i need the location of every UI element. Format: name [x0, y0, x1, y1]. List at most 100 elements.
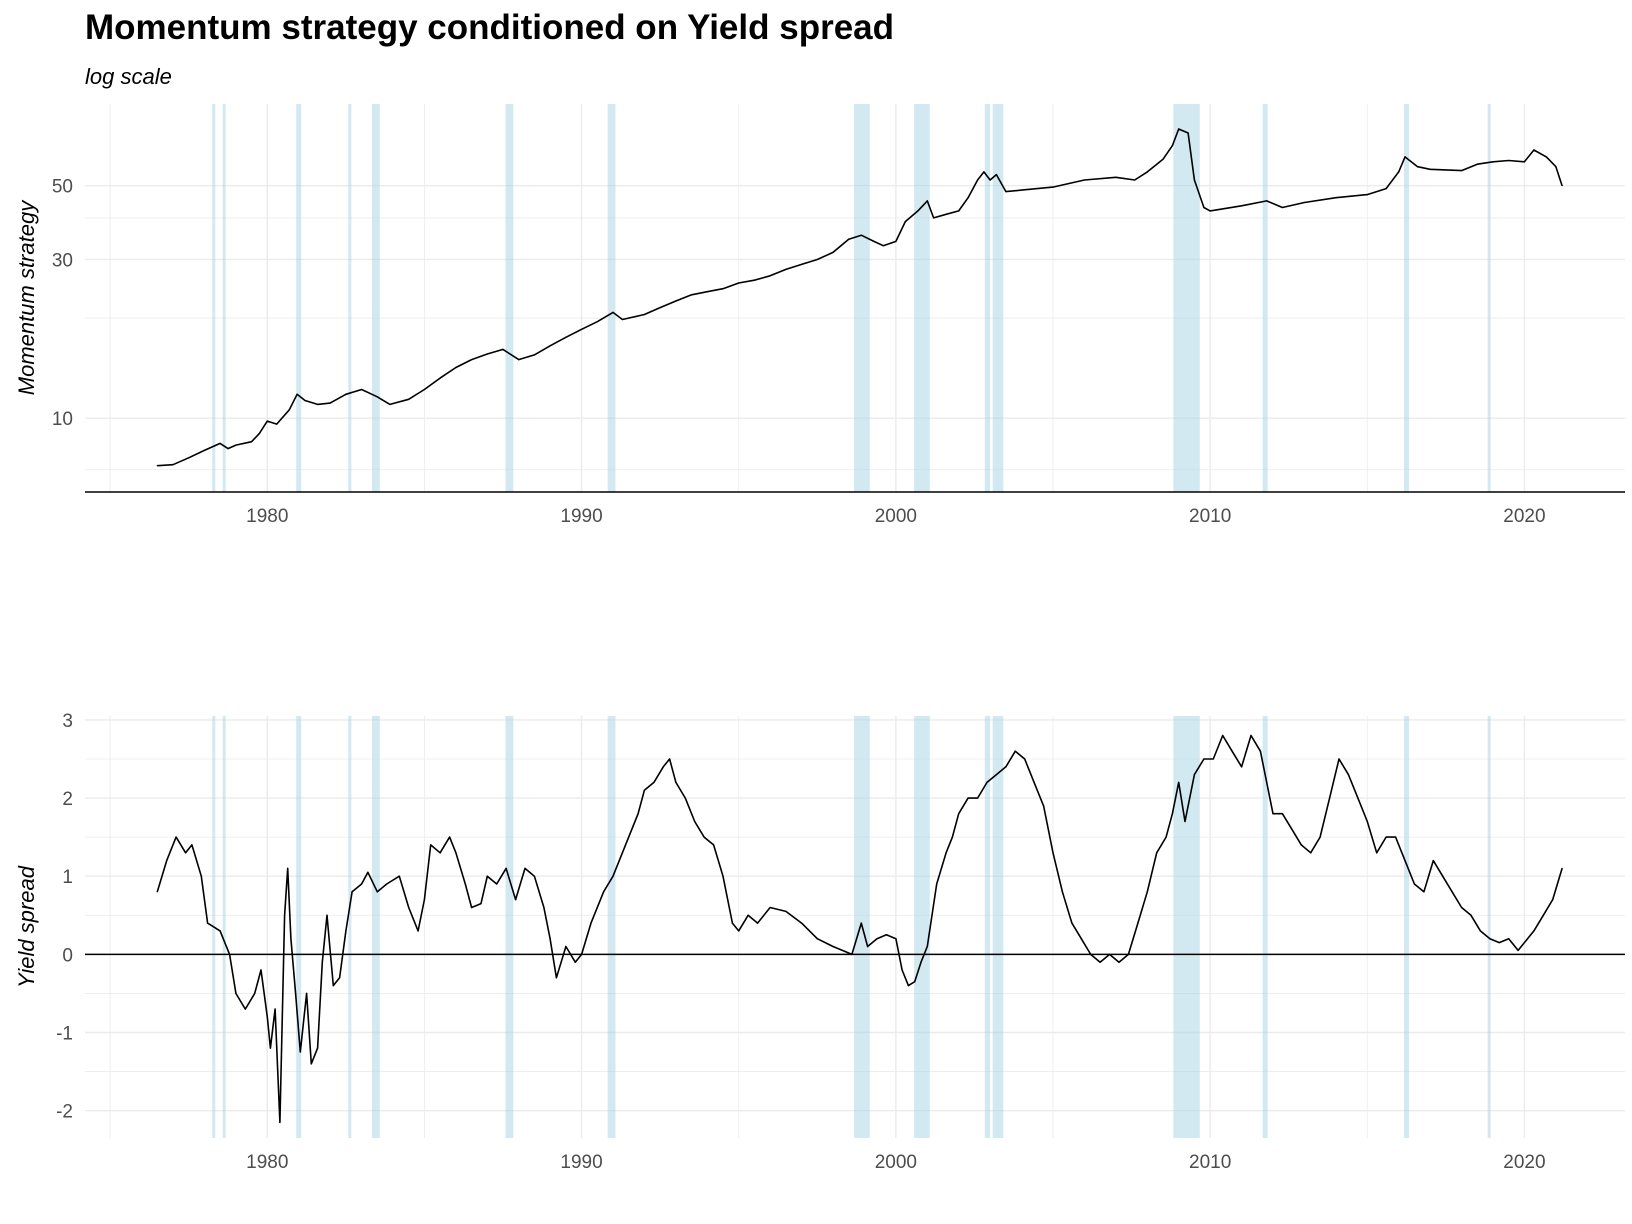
- data-point: [1404, 156, 1406, 158]
- data-point: [1523, 161, 1526, 163]
- x-tick-label: 2000: [875, 1152, 917, 1173]
- data-point: [1523, 942, 1526, 944]
- data-point: [254, 992, 256, 995]
- data-point: [258, 432, 261, 435]
- data-point: [464, 883, 466, 885]
- data-point: [1108, 953, 1111, 955]
- data-point: [266, 420, 268, 422]
- data-point: [360, 388, 363, 391]
- data-point: [1090, 953, 1092, 955]
- data-point: [235, 444, 237, 446]
- data-point: [1193, 774, 1196, 776]
- data-point: [866, 945, 869, 948]
- recession-band: [1487, 716, 1491, 1138]
- data-point: [876, 938, 878, 940]
- data-point: [1281, 206, 1284, 209]
- data-point: [316, 403, 319, 406]
- y-tick-label: -2: [56, 1102, 73, 1123]
- data-point: [279, 1121, 281, 1123]
- data-point: [1005, 190, 1007, 193]
- recession-band: [607, 716, 616, 1138]
- data-point: [747, 914, 749, 916]
- data-point: [873, 240, 875, 242]
- data-point: [659, 307, 661, 309]
- data-point: [191, 844, 193, 846]
- chart-subtitle: log scale: [85, 64, 172, 89]
- recession-band: [914, 104, 930, 492]
- data-point: [1118, 961, 1120, 963]
- data-point: [439, 852, 441, 854]
- data-point: [580, 953, 583, 955]
- data-point: [1300, 844, 1302, 846]
- data-point: [1347, 774, 1350, 776]
- data-point: [1533, 149, 1535, 151]
- y-tick-label: 50: [52, 177, 73, 198]
- data-point: [1209, 210, 1211, 212]
- data-point: [668, 758, 671, 760]
- data-point: [1042, 805, 1045, 807]
- data-point: [1366, 194, 1368, 196]
- data-point: [738, 930, 740, 932]
- data-point: [1137, 922, 1139, 924]
- y-tick-label: -1: [56, 1024, 73, 1045]
- recession-band: [222, 716, 226, 1138]
- data-point: [156, 465, 158, 467]
- data-point: [496, 883, 498, 885]
- recession-band: [914, 716, 930, 1138]
- x-tick-label: 1990: [560, 506, 602, 527]
- recession-band: [1262, 716, 1268, 1138]
- data-point: [290, 938, 292, 940]
- data-point: [326, 914, 328, 916]
- data-point: [712, 844, 715, 846]
- data-point: [172, 464, 174, 466]
- data-point: [753, 279, 756, 281]
- data-point: [1178, 128, 1180, 130]
- data-point: [321, 961, 323, 963]
- recession-band: [348, 716, 352, 1138]
- data-point: [408, 398, 410, 400]
- y-tick-label: 0: [62, 945, 73, 966]
- recession-band: [212, 104, 216, 492]
- data-point: [200, 875, 202, 877]
- data-point: [1498, 942, 1500, 944]
- data-point: [1184, 820, 1186, 823]
- data-point: [423, 388, 426, 391]
- data-point: [690, 294, 693, 296]
- data-point: [316, 1047, 319, 1049]
- data-point: [1385, 836, 1387, 838]
- data-point: [296, 393, 298, 395]
- data-point: [675, 300, 677, 302]
- data-point: [1259, 750, 1262, 752]
- data-point: [976, 797, 979, 799]
- y-tick-label: 1: [62, 867, 73, 888]
- recession-band: [505, 716, 514, 1138]
- x-tick-label: 2010: [1189, 506, 1231, 527]
- data-point: [1272, 813, 1274, 815]
- data-point: [1338, 758, 1340, 760]
- data-point: [816, 938, 818, 940]
- data-point: [926, 945, 928, 948]
- momentum-panel: 1980 1990 2000 2010 2020 10 30 50 Momentum strat…: [14, 104, 1625, 527]
- data-point: [1266, 781, 1268, 784]
- recession-band: [992, 104, 1004, 492]
- data-point: [1561, 185, 1563, 187]
- data-point: [287, 867, 289, 869]
- data-point: [1508, 159, 1510, 162]
- data-point: [945, 213, 947, 215]
- data-point: [901, 969, 903, 971]
- data-point: [329, 402, 331, 404]
- data-point: [848, 238, 850, 240]
- data-point: [628, 836, 630, 838]
- data-point: [274, 1008, 276, 1010]
- data-point: [694, 820, 696, 823]
- data-point: [1460, 906, 1463, 909]
- data-point: [1442, 875, 1444, 877]
- chart-title: Momentum strategy conditioned on Yield s…: [85, 8, 894, 47]
- data-point: [304, 399, 306, 402]
- data-point: [206, 922, 209, 924]
- data-point: [895, 938, 897, 940]
- data-point: [860, 922, 862, 924]
- data-point: [549, 345, 551, 347]
- data-point: [345, 393, 347, 395]
- data-point: [1156, 852, 1158, 854]
